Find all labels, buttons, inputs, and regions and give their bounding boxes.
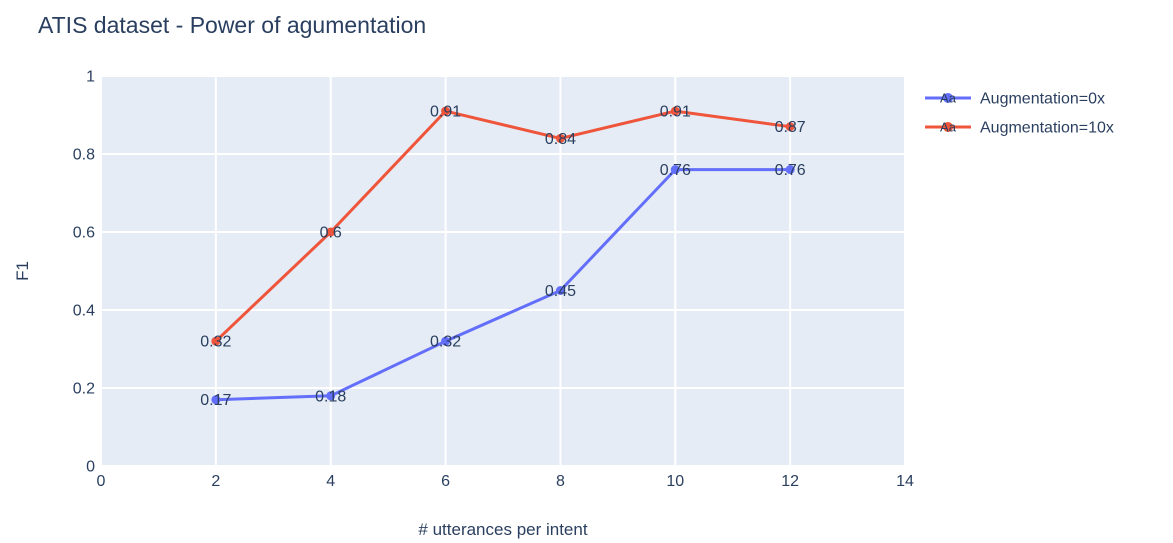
data-point-label: 0.84	[545, 131, 576, 148]
legend-marker-swatch	[943, 93, 953, 103]
y-tick-label: 1	[86, 69, 95, 86]
data-point-label: 0.6	[320, 225, 342, 242]
x-tick-label: 8	[556, 473, 565, 490]
y-tick-label: 0.4	[73, 303, 95, 320]
legend-item-augmentation-10x[interactable]: Aa Augmentation=10x	[925, 120, 1114, 137]
series-augmentation-0x: 0.17 0.18 0.32 0.45 0.76 0.76	[200, 162, 806, 409]
plot-area[interactable]	[101, 76, 905, 466]
y-tick-label: 0	[86, 459, 95, 476]
series-line[interactable]	[214, 168, 792, 402]
x-tick-label: 14	[896, 473, 914, 490]
y-tick-label: 0.6	[73, 225, 95, 242]
x-axis-title: # utterances per intent	[418, 520, 587, 539]
data-point[interactable]	[785, 165, 795, 175]
y-axis-tick-labels: 0 0.2 0.4 0.6 0.8 1	[73, 69, 95, 476]
data-point[interactable]	[670, 165, 680, 175]
data-point[interactable]	[441, 336, 451, 346]
legend-text-swatch: Aa	[940, 91, 957, 106]
x-tick-label: 10	[666, 473, 684, 490]
data-point-label: 0.18	[315, 388, 346, 405]
x-tick-label: 12	[781, 473, 799, 490]
data-point[interactable]	[555, 286, 565, 295]
data-point-label: 0.76	[660, 162, 691, 179]
data-point-label: 0.87	[775, 119, 806, 136]
x-tick-label: 0	[97, 473, 106, 490]
data-point[interactable]	[441, 106, 451, 116]
gridlines	[100, 75, 906, 467]
series-group: 0.17 0.180.320.450.76 0.760.320.60.910.840…	[200, 104, 806, 410]
data-point[interactable]	[211, 336, 221, 346]
data-point[interactable]	[670, 106, 680, 116]
data-point-label: 0.91	[660, 104, 691, 121]
x-tick-label: 6	[441, 473, 450, 490]
data-point-label: 0.45	[545, 283, 576, 300]
data-point[interactable]	[326, 227, 336, 237]
x-tick-label: 2	[211, 473, 220, 490]
data-point-label: 0.32	[200, 334, 231, 351]
x-tick-label: 4	[326, 473, 335, 490]
chart-title: ATIS dataset - Power of agumentation	[38, 12, 426, 38]
data-point[interactable]	[326, 391, 336, 401]
legend-item-augmentation-0x[interactable]: Aa Augmentation=0x	[925, 91, 1105, 108]
data-point[interactable]	[785, 122, 795, 132]
series-line[interactable]	[214, 109, 792, 343]
legend-text-swatch: Aa	[940, 120, 957, 135]
data-point[interactable]	[211, 395, 221, 405]
legend-label: Augmentation=0x	[980, 91, 1105, 108]
data-point-label: 0.17	[200, 392, 231, 409]
legend-label: Augmentation=10x	[980, 120, 1114, 137]
y-tick-label: 0.2	[73, 381, 95, 398]
data-point-label: 0.76	[775, 162, 806, 179]
y-axis-title: F1	[13, 261, 32, 281]
y-tick-label: 0.8	[73, 147, 95, 164]
data-point-label: 0.91	[430, 104, 461, 121]
legend: Aa Augmentation=0x Aa Augmentation=10x	[925, 91, 1114, 137]
x-axis-tick-labels: 0 2 4 6 8 10 12 14	[97, 473, 914, 490]
data-point-label: 0.32	[430, 334, 461, 351]
legend-marker-swatch	[943, 122, 953, 132]
data-point[interactable]	[555, 133, 565, 143]
series-augmentation-10x: 0.32 0.6 0.91 0.84 0.91 0.87	[200, 104, 806, 351]
